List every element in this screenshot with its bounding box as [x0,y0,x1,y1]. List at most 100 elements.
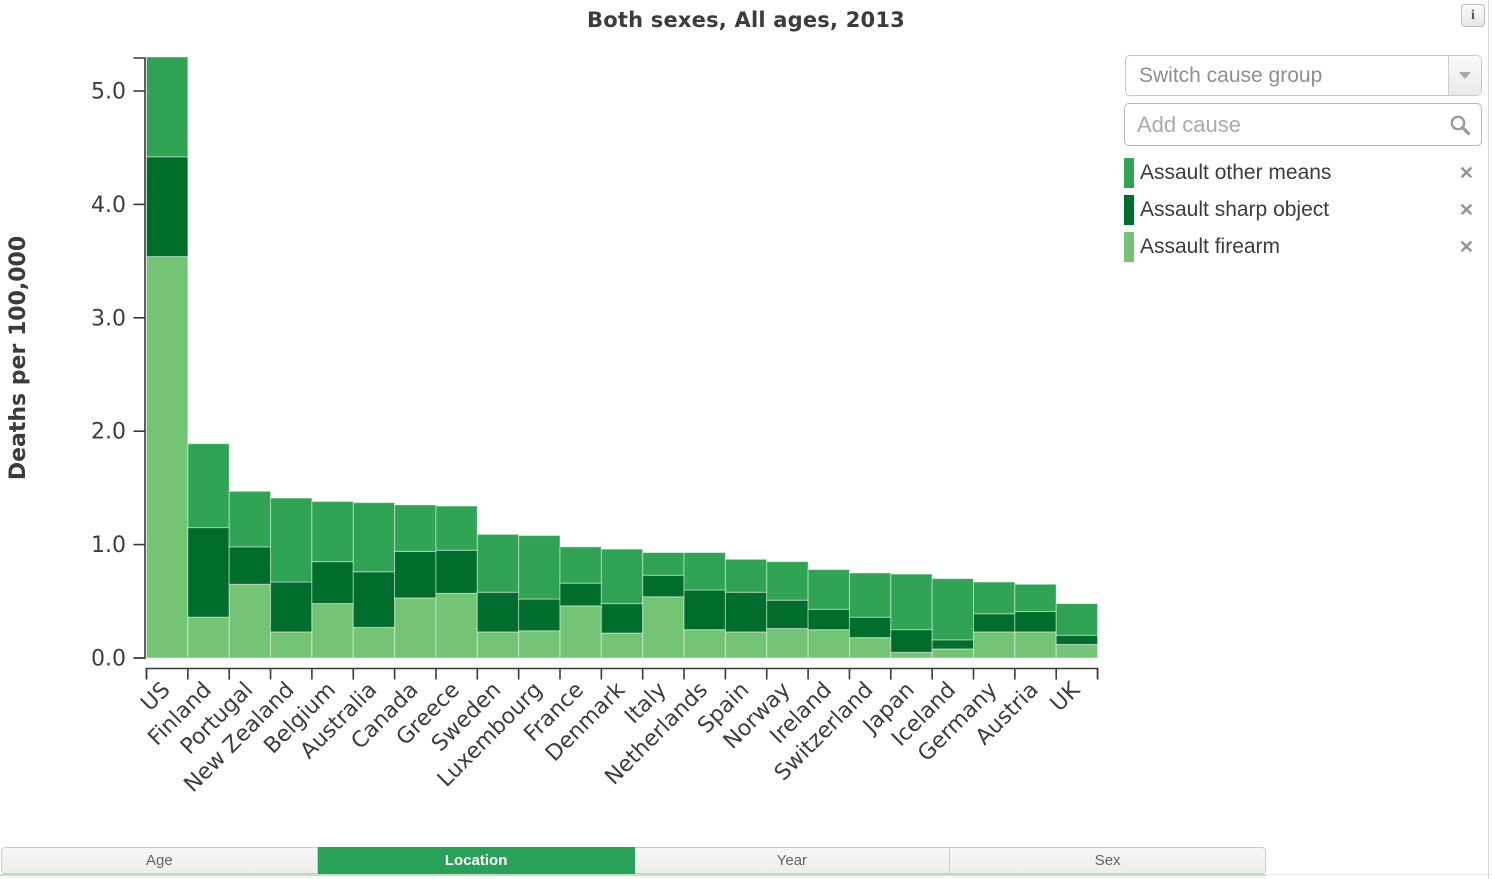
bar-segment[interactable] [394,597,437,659]
legend-item: Assault sharp object ✕ [1124,191,1482,228]
bar-segment[interactable] [476,631,520,659]
tab-year[interactable]: Year [634,847,951,874]
bar-segment[interactable] [146,156,189,258]
y-tick-label: 4.0 [91,193,126,218]
bar-segment[interactable] [228,490,272,548]
bar-segment[interactable] [394,550,437,599]
bar-segment[interactable] [848,572,892,618]
bar-segment[interactable] [807,629,850,659]
bar-segment[interactable] [311,561,354,605]
bar-segment[interactable] [600,548,644,605]
bar-segment[interactable] [476,591,520,633]
bar-segment[interactable] [766,561,809,601]
tab-sex[interactable]: Sex [950,847,1266,874]
legend-label: Assault other means [1140,160,1332,184]
bar-segment[interactable] [311,603,354,659]
bar-segment[interactable] [973,631,1016,659]
bar-segment[interactable] [848,616,892,639]
remove-cause-icon[interactable]: ✕ [1458,199,1474,220]
bar-segment[interactable] [146,256,189,659]
bar-segment[interactable] [766,628,809,659]
bar-segment[interactable] [518,598,561,632]
info-button[interactable]: i [1461,4,1485,27]
y-tick-label: 3.0 [91,306,126,331]
bar-segment[interactable] [435,549,478,594]
tab-location[interactable]: Location [317,847,635,874]
bar-segment[interactable] [352,626,396,659]
legend-item: Assault firearm ✕ [1124,228,1482,265]
bar-segment[interactable] [518,535,561,600]
bar-segment[interactable] [973,581,1016,615]
bar-segment[interactable] [807,569,850,610]
y-axis-title: Deaths per 100,000 [6,236,31,480]
bar-segment[interactable] [848,637,892,659]
bar-segment[interactable] [559,582,602,607]
legend-color-chip [1124,194,1134,225]
bar-segment[interactable] [931,639,975,650]
bar-segment[interactable] [600,603,644,634]
bar-segment[interactable] [352,571,396,628]
bar-segment[interactable] [270,631,313,659]
bar-segment[interactable] [890,573,933,631]
legend-color-chip [1124,157,1134,188]
x-category-label: UK [1046,677,1086,717]
bar-segment[interactable] [1055,603,1099,636]
chevron-down-icon [1459,72,1471,79]
cause-legend: Assault other means ✕ Assault sharp obje… [1124,154,1482,265]
bar-segment[interactable] [187,616,230,659]
bar-segment[interactable] [1014,583,1057,613]
bar-segment[interactable] [270,581,313,633]
bar-segment[interactable] [270,497,313,583]
bar-segment[interactable] [394,504,437,552]
bar-segment[interactable] [435,592,478,659]
add-cause-input[interactable] [1125,111,1448,138]
bar-segment[interactable] [435,505,478,551]
bar-segment[interactable] [352,502,396,573]
search-icon[interactable] [1448,113,1472,137]
bar-segment[interactable] [642,574,685,598]
bar-segment[interactable] [683,589,726,631]
y-tick-label: 5.0 [91,80,126,105]
bar-segment[interactable] [559,546,602,584]
bar-segment[interactable] [642,596,685,659]
bar-segment[interactable] [600,632,644,659]
bar-segment[interactable] [311,501,354,563]
bar-segment[interactable] [890,629,933,653]
bar-segment[interactable] [228,583,272,659]
bar-segment[interactable] [931,648,975,659]
bar-segment[interactable] [683,629,726,659]
bar-segment[interactable] [724,558,768,593]
bar-segment[interactable] [724,631,768,659]
bar-segment[interactable] [766,599,809,630]
bar-segment[interactable] [146,56,189,158]
bar-segment[interactable] [724,591,768,633]
axis-tab-bar: Age Location Year Sex [1,847,1266,874]
bar-segment[interactable] [683,552,726,591]
bar-segment[interactable] [642,552,685,576]
bar-segment[interactable] [476,533,520,593]
legend-color-chip [1124,231,1134,262]
divider [1266,874,1492,875]
bar-segment[interactable] [807,608,850,631]
tab-age[interactable]: Age [1,847,318,874]
legend-label: Assault sharp object [1140,197,1330,221]
bar-segment[interactable] [1014,631,1057,659]
remove-cause-icon[interactable]: ✕ [1458,236,1474,257]
bar-segment[interactable] [931,578,975,641]
bar-segment[interactable] [187,443,230,529]
bar-segment[interactable] [973,613,1016,633]
switch-cause-group-select[interactable]: Switch cause group [1125,55,1482,96]
bar-segment[interactable] [559,605,602,659]
bar-segment[interactable] [228,546,272,585]
bar-segment[interactable] [1014,611,1057,633]
remove-cause-icon[interactable]: ✕ [1458,162,1474,183]
bar-segment[interactable] [518,630,561,659]
tab-bar-underline [0,874,1266,876]
bar-segment[interactable] [187,527,230,618]
bar-segment[interactable] [890,651,933,659]
bar-segment[interactable] [1055,634,1099,645]
dropdown-button[interactable] [1448,56,1481,95]
bar-segment[interactable] [1055,643,1099,659]
